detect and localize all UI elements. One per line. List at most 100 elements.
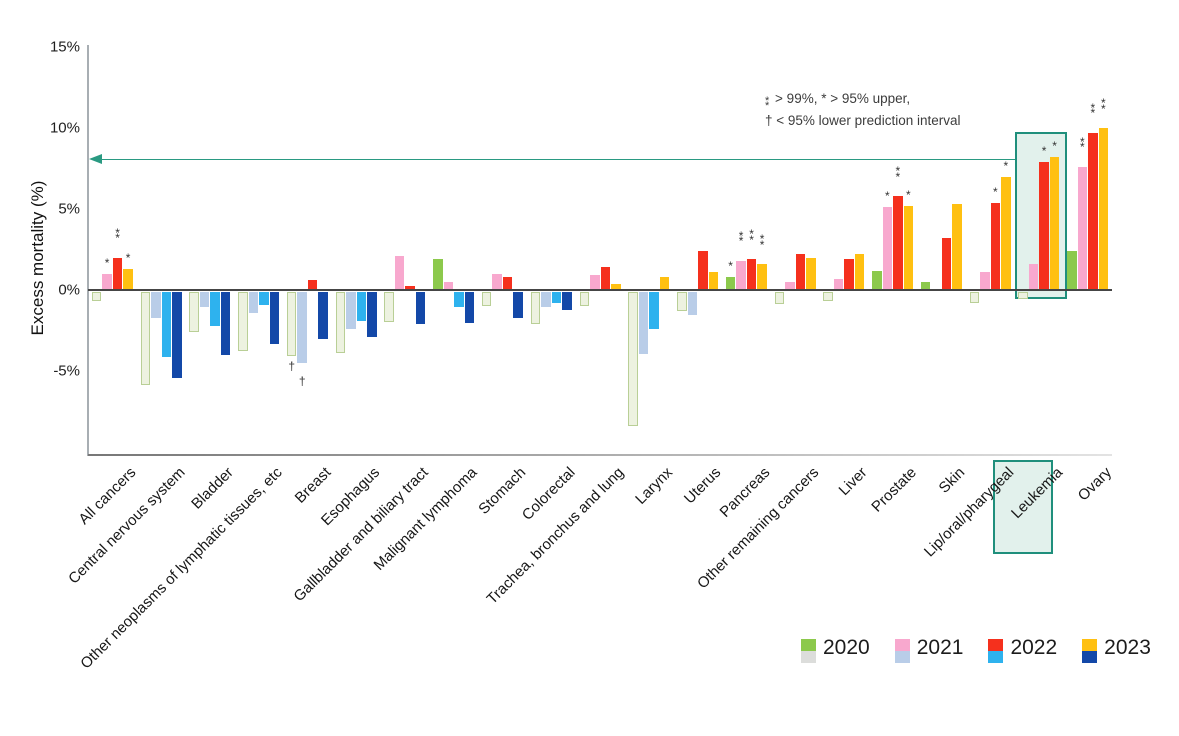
plot-bottom-border (88, 454, 1112, 456)
bar-2021-15 (833, 278, 844, 290)
y-tick-label: 15% (49, 38, 80, 56)
bar-2020-8 (481, 292, 492, 306)
bar-2020-10 (579, 292, 589, 306)
bar-2021-7 (443, 281, 454, 290)
arrow-line (100, 158, 1016, 161)
significance-mark: * (728, 259, 733, 274)
category-label: Bladder (188, 464, 237, 513)
bar-2022-4 (307, 280, 318, 290)
legend-swatch-2022 (988, 639, 1004, 663)
bar-2023-13 (757, 264, 767, 290)
significance-mark: * (1041, 144, 1047, 159)
legend-label: 2020 (823, 636, 870, 659)
legend-swatch-2023 (1082, 639, 1098, 663)
significance-note: * * > 99%, * > 95% upper, † < 95% lower p… (765, 88, 960, 132)
bar-2023-1 (172, 292, 182, 378)
legend-swatch-positive (894, 639, 910, 651)
bar-2020-13 (725, 277, 736, 290)
bar-2022-11 (649, 292, 659, 330)
bar-2020-16 (872, 270, 882, 290)
category-label: Prostate (868, 464, 920, 516)
bar-2021-13 (736, 260, 746, 290)
category-label: Breast (291, 464, 335, 507)
bar-2023-10 (611, 283, 621, 290)
bar-2023-15 (854, 254, 865, 290)
legend-swatch-positive (801, 639, 816, 651)
y-tick-label: 0% (58, 281, 80, 299)
significance-mark: * (884, 189, 890, 204)
bar-2021-0 (102, 273, 112, 290)
bar-2020-0 (91, 292, 102, 302)
bar-2021-12 (687, 292, 698, 315)
legend-swatch-positive (1082, 639, 1098, 651)
bar-2023-19 (1049, 157, 1060, 290)
significance-mark: * * (1090, 100, 1096, 121)
legend-label: 2022 (1010, 636, 1058, 659)
legend-item-2020: 2020 (801, 636, 870, 663)
bar-2023-2 (220, 292, 231, 356)
significance-note-line2: † < 95% lower prediction interval (765, 113, 961, 128)
bar-2022-20 (1088, 132, 1098, 290)
category-label: Uterus (681, 464, 725, 508)
bar-2021-8 (492, 273, 502, 290)
significance-mark: † (298, 374, 306, 389)
bar-2022-3 (259, 292, 269, 305)
y-tick-label: -5% (53, 362, 80, 380)
bar-2020-7 (433, 259, 443, 290)
bar-2023-4 (318, 292, 328, 339)
bar-2020-15 (823, 292, 833, 302)
bar-2023-20 (1098, 128, 1109, 290)
bar-2022-17 (941, 238, 952, 290)
bar-2022-6 (405, 285, 415, 290)
bar-2022-10 (600, 267, 610, 290)
bar-2021-6 (394, 255, 405, 290)
y-tick-label: 5% (58, 200, 80, 218)
bar-2023-18 (1001, 176, 1011, 290)
significance-note-line1-text: > 99%, * > 95% upper, (775, 91, 911, 106)
bar-2020-12 (677, 292, 687, 311)
bar-2023-11 (659, 277, 670, 290)
category-label: Ovary (1074, 464, 1115, 505)
category-label: Skin (935, 464, 969, 497)
bar-2022-8 (502, 277, 513, 290)
bar-2020-2 (189, 292, 199, 332)
legend-swatch-positive (988, 639, 1004, 651)
significance-mark: * * (115, 225, 120, 246)
bar-2021-16 (882, 207, 893, 290)
bar-2020-11 (628, 292, 638, 426)
legend-swatch-2020 (801, 639, 816, 663)
bar-2023-16 (903, 205, 914, 290)
bar-2021-5 (346, 292, 356, 330)
significance-mark: * (993, 184, 998, 199)
significance-mark: * (125, 250, 131, 265)
x-axis-zero-line (88, 289, 1112, 291)
bar-2020-18 (969, 292, 980, 303)
significance-mark: * * (738, 228, 744, 249)
bar-2022-7 (454, 292, 464, 307)
legend-item-2023: 2023 (1082, 636, 1151, 663)
bar-2022-9 (551, 292, 562, 304)
significance-mark: * * (759, 232, 765, 252)
significance-mark: * * (895, 164, 901, 184)
bar-2021-4 (297, 292, 307, 364)
legend-swatch-2021 (894, 639, 910, 663)
y-axis-line (87, 45, 89, 456)
bar-2023-7 (464, 292, 475, 323)
significance-mark: * * (749, 227, 754, 247)
bar-2021-9 (541, 292, 551, 307)
arrow-left-head-icon (89, 153, 102, 164)
significance-note-line1: * * > 99%, * > 95% upper, (765, 88, 960, 112)
bar-2023-12 (708, 272, 719, 290)
legend-label: 2023 (1104, 636, 1151, 659)
bar-2022-12 (698, 251, 708, 290)
y-tick-label: 10% (49, 119, 80, 137)
bar-2020-9 (530, 292, 541, 324)
bar-2021-14 (785, 281, 795, 290)
bar-2020-14 (774, 292, 785, 305)
legend-swatch-negative (1082, 651, 1098, 663)
leukemia-label-highlight-box (993, 460, 1053, 554)
bar-2022-19 (1039, 162, 1049, 290)
bar-2023-8 (513, 292, 523, 318)
bar-2021-1 (151, 292, 161, 318)
